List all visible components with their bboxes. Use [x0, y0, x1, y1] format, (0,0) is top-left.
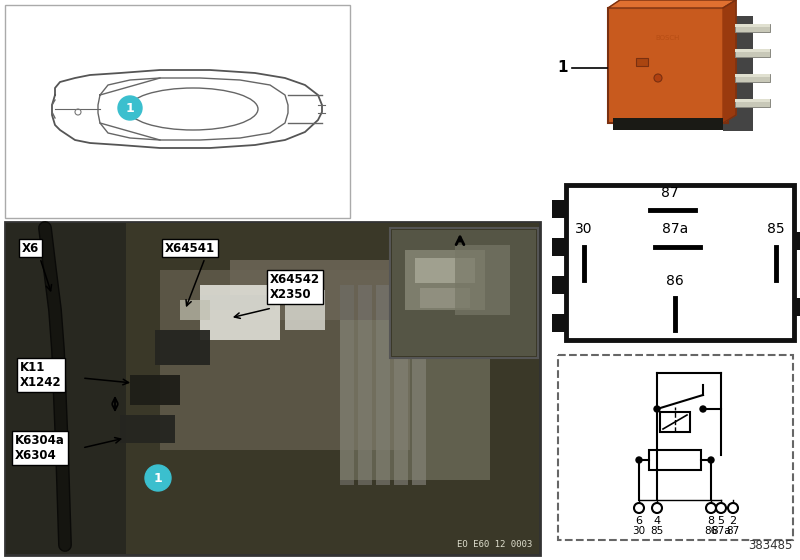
Text: X6: X6 — [22, 241, 39, 254]
Text: 85: 85 — [767, 222, 785, 236]
Polygon shape — [608, 0, 736, 8]
Bar — [420, 288, 470, 308]
Bar — [735, 74, 770, 77]
Bar — [6, 223, 539, 554]
Text: 5: 5 — [718, 516, 725, 526]
Bar — [340, 320, 490, 480]
Bar — [735, 99, 770, 102]
Circle shape — [706, 503, 716, 513]
Bar — [285, 290, 325, 330]
Circle shape — [145, 465, 171, 491]
Bar — [794, 298, 800, 316]
Bar — [552, 200, 566, 218]
Text: 85: 85 — [650, 526, 664, 536]
Bar — [735, 99, 770, 107]
Text: 1: 1 — [558, 60, 568, 76]
Bar — [200, 285, 280, 340]
Text: 30: 30 — [633, 526, 646, 536]
Bar — [566, 185, 794, 340]
Bar — [552, 276, 566, 294]
Text: 86: 86 — [666, 274, 684, 288]
Bar — [608, 8, 728, 123]
Bar — [5, 222, 540, 555]
Circle shape — [652, 503, 662, 513]
Circle shape — [700, 406, 706, 412]
Bar — [735, 49, 770, 52]
Bar — [390, 228, 538, 358]
Bar — [723, 16, 753, 131]
Bar — [412, 285, 426, 485]
Text: 1: 1 — [154, 472, 162, 484]
Bar — [735, 24, 770, 32]
Bar — [649, 450, 701, 470]
Text: X64541: X64541 — [165, 241, 215, 254]
Circle shape — [654, 74, 662, 82]
Circle shape — [708, 457, 714, 463]
Bar — [613, 118, 723, 130]
Bar — [200, 295, 275, 310]
Bar — [358, 285, 372, 485]
Text: 87: 87 — [661, 186, 679, 200]
Polygon shape — [723, 0, 736, 123]
Circle shape — [636, 457, 642, 463]
Bar — [160, 270, 410, 450]
Bar — [6, 223, 126, 554]
Circle shape — [118, 96, 142, 120]
Bar — [455, 245, 510, 315]
Text: 87a: 87a — [662, 222, 688, 236]
Bar — [558, 355, 793, 540]
Bar — [5, 5, 350, 218]
Text: 86: 86 — [704, 526, 718, 536]
Text: EO E60 12 0003: EO E60 12 0003 — [457, 540, 532, 549]
Bar — [230, 260, 430, 320]
Bar — [636, 58, 648, 66]
Bar — [392, 230, 536, 356]
Text: 30: 30 — [575, 222, 593, 236]
Bar — [180, 300, 210, 320]
Text: BOSCH: BOSCH — [656, 35, 680, 41]
Text: K11
X1242: K11 X1242 — [20, 361, 62, 389]
Bar — [130, 375, 180, 405]
Circle shape — [716, 503, 726, 513]
Text: 8: 8 — [707, 516, 714, 526]
Text: 87a: 87a — [711, 526, 731, 536]
Bar — [415, 258, 475, 283]
Text: 2: 2 — [730, 516, 737, 526]
Text: 1: 1 — [126, 101, 134, 114]
Text: 4: 4 — [654, 516, 661, 526]
Bar — [155, 330, 210, 365]
Bar — [735, 24, 770, 27]
Bar — [735, 49, 770, 57]
Bar — [120, 415, 175, 443]
Bar — [340, 285, 354, 485]
Circle shape — [728, 503, 738, 513]
Text: X64542
X2350: X64542 X2350 — [270, 273, 320, 301]
Bar — [735, 74, 770, 82]
Text: 6: 6 — [635, 516, 642, 526]
Bar — [552, 238, 566, 256]
Bar — [394, 285, 408, 485]
Bar — [405, 250, 485, 310]
Bar — [552, 314, 566, 332]
Bar — [660, 412, 690, 432]
Circle shape — [654, 406, 660, 412]
Bar — [376, 285, 390, 485]
Bar — [794, 232, 800, 250]
Text: K6304a
X6304: K6304a X6304 — [15, 434, 65, 462]
Circle shape — [634, 503, 644, 513]
Text: 383485: 383485 — [749, 539, 793, 552]
Text: 87: 87 — [726, 526, 740, 536]
